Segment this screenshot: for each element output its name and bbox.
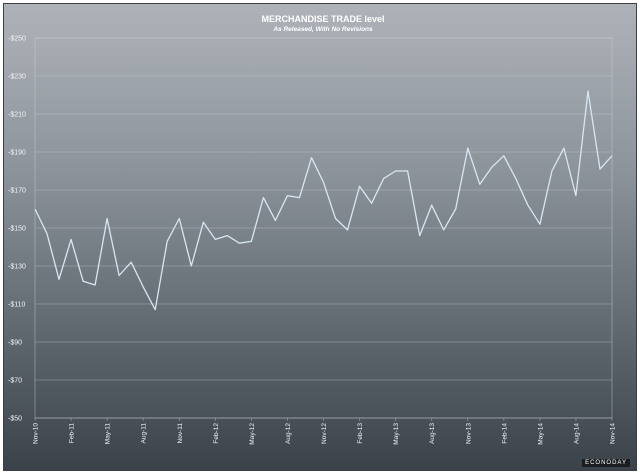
series-line <box>34 90 613 311</box>
y-tick-label: -$150 <box>8 226 26 233</box>
x-tick-label: Aug-12 <box>285 423 292 444</box>
data-point <box>406 170 408 172</box>
data-point <box>551 170 553 172</box>
y-axis: -$250 -$230 -$210 -$190 -$170 -$150 -$130 -$110… <box>8 36 26 423</box>
data-point <box>130 261 132 263</box>
data-point <box>58 278 60 280</box>
data-point <box>467 147 469 149</box>
data-point <box>394 170 396 172</box>
data-point <box>479 183 481 185</box>
data-point <box>334 217 336 219</box>
y-tick-label: -$190 <box>8 150 26 157</box>
data-point <box>443 229 445 231</box>
data-point <box>346 229 348 231</box>
data-point <box>358 185 360 187</box>
data-point <box>418 234 420 236</box>
data-point <box>286 195 288 197</box>
x-tick-label: May-14 <box>537 423 544 445</box>
data-point <box>46 233 48 235</box>
data-point <box>599 168 601 170</box>
data-point <box>539 223 541 225</box>
data-point <box>274 219 276 221</box>
data-point <box>382 177 384 179</box>
data-point <box>178 217 180 219</box>
y-tick-label: -$70 <box>8 378 22 385</box>
grid-lines <box>34 37 613 421</box>
data-point <box>370 202 372 204</box>
x-tick-label: May-13 <box>393 423 400 445</box>
x-tick-label: Nov-11 <box>177 423 184 444</box>
data-point <box>430 204 432 206</box>
data-point <box>491 166 493 168</box>
x-tick-label: Nov-10 <box>33 423 40 444</box>
data-point <box>310 157 312 159</box>
line-chart: MERCHANDISE TRADE level As Released, Wit… <box>8 14 617 445</box>
x-tick-label: Nov-13 <box>465 423 472 444</box>
series-layer <box>34 90 613 311</box>
y-tick-label: -$250 <box>8 36 26 43</box>
x-tick-label: May-12 <box>249 423 256 445</box>
x-tick-label: Aug-11 <box>141 423 148 444</box>
data-point <box>34 208 36 210</box>
x-tick-label: Aug-13 <box>429 423 436 444</box>
y-tick-label: -$230 <box>8 74 26 81</box>
data-point <box>611 155 613 157</box>
data-point <box>190 265 192 267</box>
x-tick-label: Feb-12 <box>213 423 220 444</box>
data-point <box>322 181 324 183</box>
y-tick-label: -$90 <box>8 340 22 347</box>
data-point <box>226 234 228 236</box>
data-point <box>94 284 96 286</box>
data-point <box>575 195 577 197</box>
x-tick-label: May-11 <box>105 423 112 445</box>
y-tick-label: -$130 <box>8 264 26 271</box>
data-point <box>106 217 108 219</box>
x-tick-label: Nov-12 <box>321 423 328 444</box>
data-point <box>202 221 204 223</box>
x-tick-label: Feb-11 <box>69 423 76 443</box>
data-point <box>154 309 156 311</box>
data-point <box>587 90 589 92</box>
plot-area <box>34 37 613 419</box>
data-point <box>298 196 300 198</box>
data-point <box>238 242 240 244</box>
x-tick-label: Feb-13 <box>357 423 364 444</box>
data-point <box>166 240 168 242</box>
chart-frame: MERCHANDISE TRADE level As Released, Wit… <box>3 3 637 471</box>
data-point <box>515 177 517 179</box>
data-point <box>214 238 216 240</box>
data-point <box>503 155 505 157</box>
data-point <box>455 208 457 210</box>
x-tick-label: Feb-14 <box>501 423 508 444</box>
y-tick-label: -$170 <box>8 188 26 195</box>
data-point <box>142 286 144 288</box>
econoday-watermark: ECONODAY <box>582 459 630 467</box>
data-point <box>118 274 120 276</box>
data-point <box>250 240 252 242</box>
y-tick-label: -$110 <box>8 302 25 309</box>
data-point <box>527 204 529 206</box>
data-point <box>262 196 264 198</box>
data-point <box>70 238 72 240</box>
x-tick-label: Nov-14 <box>610 423 617 444</box>
y-tick-label: -$50 <box>8 416 22 423</box>
x-tick-label: Aug-14 <box>573 423 580 444</box>
data-point <box>563 147 565 149</box>
x-axis: Nov-10 Feb-11 May-11 Aug-11 Nov-11 Feb-12 May-… <box>33 423 617 445</box>
chart-title: MERCHANDISE TRADE level <box>261 14 384 24</box>
chart-subtitle: As Released, With No Revisions <box>272 26 373 33</box>
data-point <box>82 280 84 282</box>
y-tick-label: -$210 <box>8 112 26 119</box>
